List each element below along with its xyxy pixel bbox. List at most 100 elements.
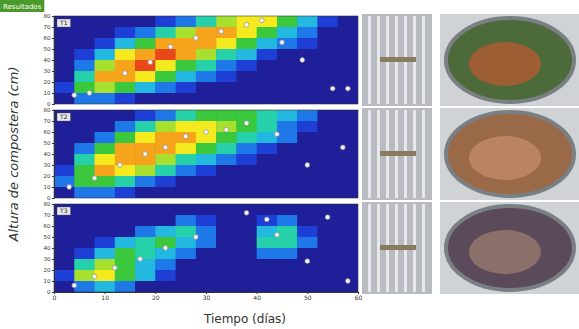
- heat-cell: [115, 215, 136, 226]
- heat-cell: [74, 60, 95, 71]
- heat-cell: [54, 71, 75, 82]
- sensor-point: [330, 86, 335, 91]
- photo-column: [362, 14, 579, 106]
- heat-cell: [74, 215, 95, 226]
- heat-cell: [54, 187, 75, 198]
- heat-cell: [115, 16, 136, 27]
- heat-cell: [236, 82, 257, 93]
- heat-cell: [115, 187, 136, 198]
- bin-content: [446, 112, 574, 196]
- heat-cell: [257, 16, 278, 27]
- heat-cell: [95, 71, 116, 82]
- y-tick-mark: [52, 82, 54, 83]
- y-axis-line: [52, 111, 55, 199]
- sensor-point: [244, 121, 249, 126]
- heat-cell: [236, 165, 257, 176]
- y-axis-line: [52, 17, 55, 105]
- bin-photo: [440, 14, 579, 106]
- y-tick-mark: [52, 259, 54, 260]
- heat-cell: [196, 27, 217, 38]
- y-tick-label: 0: [47, 289, 51, 295]
- heat-cell: [155, 49, 176, 60]
- heat-cell: [135, 215, 156, 226]
- heat-cell: [317, 270, 338, 281]
- heat-cell: [155, 132, 176, 143]
- heat-cell: [338, 93, 358, 104]
- photo-column: [362, 202, 579, 294]
- heat-cell: [236, 204, 257, 215]
- x-tick: 0: [53, 292, 57, 301]
- heat-cell: [74, 27, 95, 38]
- heat-cell: [135, 27, 156, 38]
- heat-cell: [115, 132, 136, 143]
- door-bar: [380, 57, 416, 62]
- heat-cell: [155, 154, 176, 165]
- y-tick-label: 70: [44, 24, 51, 30]
- y-tick: 30: [44, 162, 55, 168]
- heat-cell: [176, 27, 197, 38]
- heat-cell: [317, 165, 338, 176]
- heat-cell: [297, 143, 318, 154]
- heat-cell: [277, 132, 298, 143]
- heat-cell: [257, 176, 278, 187]
- heat-cell: [297, 38, 318, 49]
- heat-cell: [176, 270, 197, 281]
- sensor-point: [193, 235, 198, 240]
- heat-cell: [338, 38, 358, 49]
- heat-cell: [74, 204, 95, 215]
- y-tick-mark: [52, 226, 54, 227]
- heat-cell: [115, 237, 136, 248]
- heat-cell: [155, 281, 176, 292]
- x-tick: 30: [203, 292, 211, 301]
- sensor-point: [193, 36, 198, 41]
- heat-cell: [115, 38, 136, 49]
- heat-cell: [196, 259, 217, 270]
- y-axis: 01020304050607080: [44, 201, 55, 295]
- heat-cell: [257, 270, 278, 281]
- heat-cell: [135, 165, 156, 176]
- heat-cell: [54, 38, 75, 49]
- door-stripe: [422, 16, 425, 104]
- heat-cell: [257, 93, 278, 104]
- heat-cell: [257, 154, 278, 165]
- heat-cell: [115, 49, 136, 60]
- y-tick-label: 80: [44, 107, 51, 113]
- heat-cell: [95, 176, 116, 187]
- heat-cell: [196, 176, 217, 187]
- heat-cell: [155, 71, 176, 82]
- y-tick: 70: [44, 24, 55, 30]
- heat-cell: [135, 16, 156, 27]
- heat-cell: [297, 226, 318, 237]
- heat-cell: [216, 82, 237, 93]
- heat-cell: [297, 16, 318, 27]
- y-tick-label: 20: [44, 267, 51, 273]
- heat-cell: [196, 143, 217, 154]
- y-axis-line: [52, 205, 55, 293]
- door-stripe: [377, 110, 380, 198]
- heat-cell: [257, 204, 278, 215]
- heat-cell: [196, 93, 217, 104]
- heat-cell: [196, 226, 217, 237]
- sensor-point: [67, 185, 72, 190]
- heat-cell: [135, 49, 156, 60]
- heat-cell: [338, 154, 358, 165]
- heat-cell: [236, 176, 257, 187]
- heat-cell: [257, 49, 278, 60]
- y-tick: 20: [44, 267, 55, 273]
- heat-cell: [196, 154, 217, 165]
- heat-cell: [216, 165, 237, 176]
- y-tick-mark: [52, 110, 54, 111]
- heat-cell: [74, 187, 95, 198]
- heat-cell: [236, 60, 257, 71]
- heat-cell: [74, 259, 95, 270]
- heat-cell: [54, 110, 75, 121]
- heat-cell: [236, 38, 257, 49]
- heat-cell: [95, 27, 116, 38]
- heat-cell: [216, 187, 237, 198]
- heat-cell: [155, 270, 176, 281]
- heat-cell: [176, 187, 197, 198]
- y-tick-mark: [52, 204, 54, 205]
- heat-cell: [196, 204, 217, 215]
- y-tick: 40: [44, 151, 55, 157]
- y-tick: 20: [44, 173, 55, 179]
